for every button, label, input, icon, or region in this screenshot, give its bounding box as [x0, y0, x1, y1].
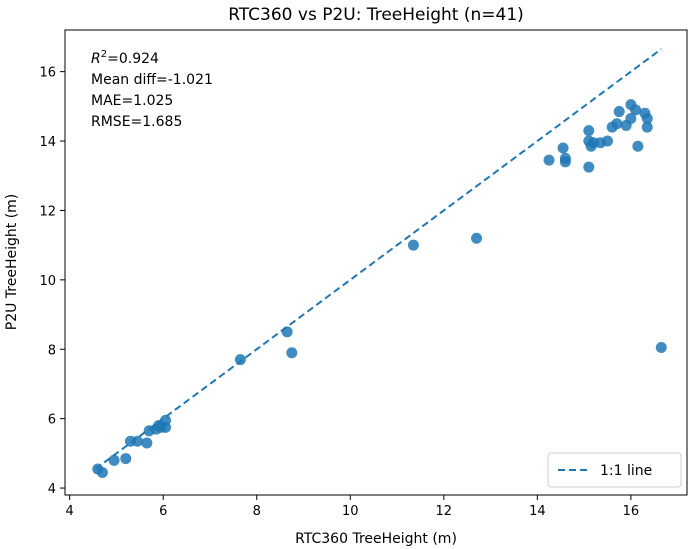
- legend: 1:1 line: [547, 452, 682, 488]
- data-point: [625, 112, 637, 124]
- data-point: [471, 232, 483, 244]
- data-point: [641, 112, 653, 124]
- r2-text: R2=0.924: [91, 49, 159, 67]
- data-point: [632, 140, 644, 152]
- data-point: [601, 135, 613, 147]
- x-axis-label: RTC360 TreeHeight (m): [295, 531, 457, 547]
- data-point: [543, 154, 555, 166]
- data-point: [583, 161, 595, 173]
- data-point: [234, 354, 246, 366]
- data-point: [559, 156, 571, 168]
- legend-label: 1:1 line: [600, 463, 652, 479]
- data-point: [611, 118, 623, 130]
- stats-annotation: R2=0.924 Mean diff=-1.021 MAE=1.025 RMSE…: [91, 49, 213, 130]
- x-tick-label: 16: [623, 504, 640, 519]
- x-tick-label: 4: [66, 504, 74, 519]
- y-tick-label: 6: [48, 413, 56, 428]
- y-axis-label: P2U TreeHeight (m): [4, 194, 20, 331]
- data-point: [131, 435, 143, 447]
- chart-title: RTC360 vs P2U: TreeHeight (n=41): [228, 5, 524, 25]
- data-point: [655, 342, 667, 354]
- data-point: [641, 121, 653, 133]
- data-point: [630, 104, 642, 116]
- y-tick-label: 4: [48, 482, 56, 497]
- data-point: [557, 142, 569, 154]
- data-point: [613, 106, 625, 118]
- x-tick-label: 10: [342, 504, 359, 519]
- data-point: [141, 437, 153, 449]
- legend-box: [547, 452, 682, 488]
- y-tick-label: 8: [48, 343, 56, 358]
- data-point: [120, 453, 132, 465]
- data-point: [281, 326, 293, 338]
- y-tick-label: 12: [39, 204, 56, 219]
- r2-label: R: [91, 51, 101, 67]
- x-tick-label: 6: [159, 504, 167, 519]
- mean-diff-text: Mean diff=-1.021: [91, 72, 213, 88]
- y-tick-label: 10: [39, 274, 56, 289]
- r2-value: =0.924: [107, 51, 159, 67]
- y-tick-label: 14: [39, 135, 56, 150]
- data-point: [160, 421, 172, 433]
- data-point: [583, 125, 595, 137]
- mae-text: MAE=1.025: [91, 93, 173, 109]
- data-point: [286, 347, 298, 359]
- x-tick-label: 8: [253, 504, 261, 519]
- x-tick-label: 14: [529, 504, 546, 519]
- data-point: [108, 454, 120, 466]
- reference-line-1-to-1: [94, 48, 662, 470]
- data-point: [407, 239, 419, 251]
- data-point: [96, 466, 108, 478]
- x-tick-label: 12: [436, 504, 453, 519]
- y-tick-label: 16: [39, 66, 56, 81]
- plot-frame: [64, 29, 688, 496]
- rmse-text: RMSE=1.685: [91, 114, 182, 130]
